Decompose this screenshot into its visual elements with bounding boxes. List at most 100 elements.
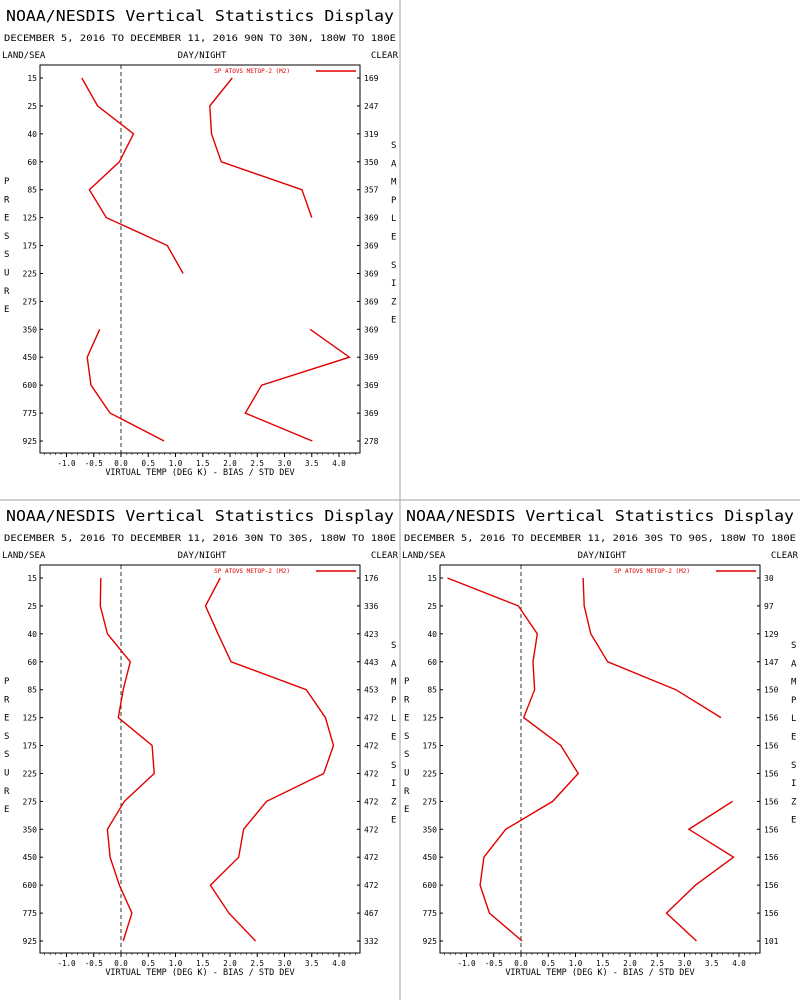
sample-size-label: 169	[364, 74, 379, 83]
chart-subtitle: DECEMBER 5, 2016 TO DECEMBER 11, 2016 90…	[4, 34, 396, 44]
x-tick-label: 1.5	[596, 959, 610, 968]
corner-label: LAND/SEA	[402, 551, 446, 561]
sample-size-label: 156	[764, 742, 779, 751]
x-tick-label: 0.0	[514, 959, 528, 968]
sample-size-label: 472	[364, 853, 379, 862]
pressure-level-label: 600	[23, 381, 38, 390]
sample-size-label: 472	[364, 742, 379, 751]
pressure-level-label: 775	[423, 909, 438, 918]
pressure-level-label: 450	[23, 353, 38, 362]
sample-size-label: 369	[364, 353, 379, 362]
pressure-level-label: 15	[27, 574, 37, 583]
pressure-level-label: 60	[27, 658, 37, 667]
pressure-level-label: 60	[427, 658, 437, 667]
x-tick-label: -0.5	[85, 959, 103, 968]
chart-title: NOAA/NESDIS Vertical Statistics Display	[406, 507, 794, 525]
pressure-level-label: 25	[27, 602, 37, 611]
corner-label: CLEAR	[771, 551, 799, 561]
x-tick-label: 0.0	[114, 959, 128, 968]
x-tick-label: 3.0	[278, 459, 292, 468]
x-tick-label: 2.5	[250, 459, 264, 468]
pressure-level-label: 25	[27, 102, 37, 111]
x-tick-label: 2.5	[250, 959, 264, 968]
sample-size-label: 129	[764, 630, 779, 639]
chart-panel-1: NOAA/NESDIS Vertical Statistics Display D…	[2, 7, 399, 478]
corner-label: CLEAR	[371, 551, 399, 561]
plot-frame	[439, 564, 761, 954]
std-dev-series-line	[209, 77, 351, 442]
sample-size-label: 369	[364, 325, 379, 334]
std-dev-series-line	[204, 577, 335, 942]
pressure-level-label: 15	[27, 74, 37, 83]
sample-size-label: 350	[364, 158, 379, 167]
x-tick-label: -0.5	[485, 959, 503, 968]
x-tick-label: 2.0	[223, 959, 237, 968]
x-tick-label: 3.5	[305, 459, 319, 468]
sample-size-label: 332	[364, 937, 379, 946]
x-tick-label: -1.0	[457, 959, 476, 968]
plot-frame	[39, 64, 361, 454]
pressure-level-label: 85	[27, 686, 37, 695]
x-tick-label: 4.0	[332, 959, 346, 968]
corner-label: CLEAR	[371, 51, 399, 61]
sample-size-label: 443	[364, 658, 379, 667]
pressure-level-label: 450	[423, 853, 438, 862]
sample-size-label: 156	[764, 797, 779, 806]
sample-size-label: 156	[764, 769, 779, 778]
x-tick-label: 0.5	[141, 959, 155, 968]
pressure-level-label: 85	[427, 686, 437, 695]
sample-size-label: 30	[764, 574, 774, 583]
x-tick-label: 2.0	[623, 959, 637, 968]
sample-size-label: 369	[364, 381, 379, 390]
x-tick-label: 2.5	[650, 959, 664, 968]
sample-size-label: 369	[364, 269, 379, 278]
sample-size-label: 472	[364, 825, 379, 834]
x-tick-label: 1.0	[169, 459, 183, 468]
sample-size-label: 156	[764, 909, 779, 918]
x-tick-label: 3.0	[678, 959, 692, 968]
x-tick-label: -1.0	[57, 459, 76, 468]
chart-title: NOAA/NESDIS Vertical Statistics Display	[6, 507, 394, 525]
x-tick-label: 0.0	[114, 459, 128, 468]
sample-size-label: 369	[364, 297, 379, 306]
std-dev-series-line	[582, 577, 735, 942]
sample-size-label: 472	[364, 881, 379, 890]
bias-series-line	[99, 577, 155, 942]
pressure-level-label: 275	[23, 297, 38, 306]
pressure-level-label: 125	[23, 214, 38, 223]
pressure-level-label: 25	[427, 602, 437, 611]
pressure-level-label: 925	[423, 937, 438, 946]
x-tick-label: 1.5	[196, 459, 210, 468]
pressure-level-label: 125	[23, 714, 38, 723]
legend-label: SP ATOVS METOP-2 (M2)	[214, 568, 290, 575]
sample-size-label: 423	[364, 630, 379, 639]
pressure-level-label: 925	[23, 437, 38, 446]
chart-panel-2: NOAA/NESDIS Vertical Statistics Display D…	[2, 507, 399, 978]
corner-label: LAND/SEA	[2, 551, 46, 561]
pressure-level-label: 225	[23, 269, 38, 278]
chart-title: NOAA/NESDIS Vertical Statistics Display	[6, 7, 394, 25]
pressure-level-label: 225	[23, 769, 38, 778]
x-tick-label: 4.0	[732, 959, 746, 968]
sample-size-label: 453	[364, 686, 379, 695]
pressure-level-label: 40	[427, 630, 437, 639]
x-tick-label: -1.0	[57, 959, 76, 968]
sample-size-label: 150	[764, 686, 779, 695]
sample-size-label: 97	[764, 602, 774, 611]
sample-size-label: 278	[364, 437, 379, 446]
pressure-level-label: 175	[23, 242, 38, 251]
sample-size-label: 156	[764, 714, 779, 723]
pressure-level-label: 925	[23, 937, 38, 946]
x-tick-label: 1.0	[169, 959, 183, 968]
pressure-level-label: 125	[423, 714, 438, 723]
x-tick-label: 0.5	[541, 959, 555, 968]
chart-subtitle: DECEMBER 5, 2016 TO DECEMBER 11, 2016 30…	[4, 534, 396, 544]
sample-size-label: 156	[764, 881, 779, 890]
x-tick-label: 0.5	[141, 459, 155, 468]
